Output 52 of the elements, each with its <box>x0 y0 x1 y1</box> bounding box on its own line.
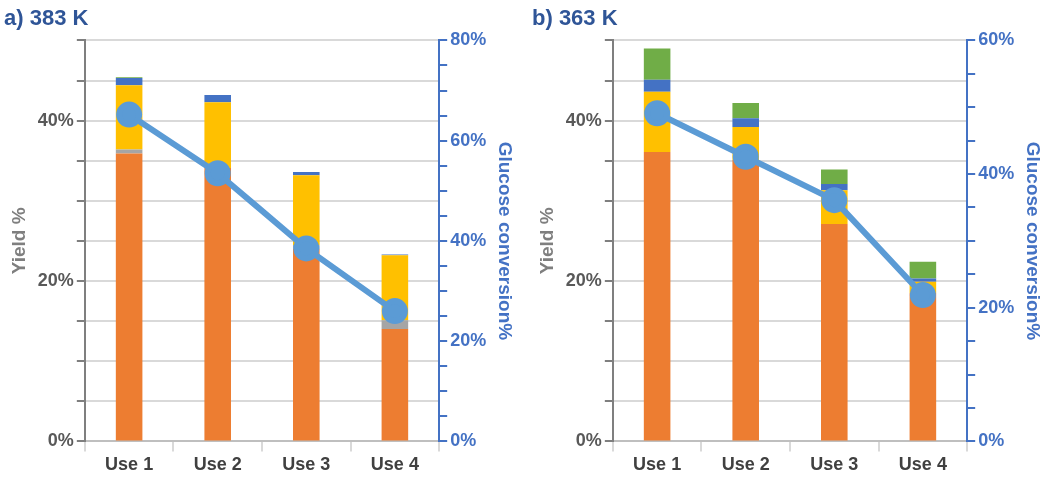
y2-tick-label: 0% <box>450 430 477 451</box>
bar <box>643 79 671 92</box>
y-tick-label: 0% <box>47 430 74 451</box>
bar <box>732 159 759 441</box>
y2-tick-label: 0% <box>978 430 1005 451</box>
y2-axis-title: Glucose conversion% <box>495 141 517 341</box>
bar <box>732 102 759 119</box>
x-tick-label: Use 2 <box>721 454 770 475</box>
y-axis-title: Yield % <box>7 207 29 275</box>
point <box>204 160 231 187</box>
x-tick-label: Use 1 <box>633 454 682 475</box>
point <box>381 298 408 325</box>
bar <box>204 94 231 103</box>
bar <box>381 329 409 441</box>
y-tick-label: 0% <box>575 430 602 451</box>
bar <box>115 149 143 154</box>
x-tick-label: Use 4 <box>370 454 419 475</box>
bar <box>115 78 143 86</box>
bar <box>821 169 848 184</box>
y-axis-title: Yield % <box>535 207 557 275</box>
y2-tick-label: 40% <box>450 229 487 250</box>
point <box>293 235 320 262</box>
bar <box>204 102 231 168</box>
y2-tick-label: 60% <box>978 29 1015 50</box>
bar <box>115 153 143 441</box>
bar <box>643 48 671 80</box>
bar <box>204 167 231 441</box>
y2-tick-label: 20% <box>978 296 1015 317</box>
y2-tick-label: 20% <box>450 330 487 351</box>
x-tick-label: Use 3 <box>810 454 859 475</box>
bar <box>643 151 671 441</box>
x-tick-label: Use 1 <box>105 454 154 475</box>
bar <box>732 118 759 128</box>
y-tick-label: 40% <box>37 109 74 130</box>
y2-tick-label: 80% <box>450 29 487 50</box>
y2-tick-label: 40% <box>978 163 1015 184</box>
bar <box>293 171 320 176</box>
y-tick-label: 40% <box>565 109 602 130</box>
bar <box>821 224 848 441</box>
y-tick-label: 20% <box>565 269 602 290</box>
y-tick-label: 20% <box>37 269 74 290</box>
point <box>732 143 759 170</box>
y2-axis-title: Glucose conversion% <box>1023 141 1045 341</box>
point <box>821 187 848 214</box>
point <box>909 282 936 309</box>
x-tick-label: Use 2 <box>193 454 242 475</box>
x-tick-label: Use 4 <box>898 454 947 475</box>
chart-title: a) 383 K <box>4 5 89 31</box>
x-tick-label: Use 3 <box>282 454 331 475</box>
chart-title: b) 363 K <box>532 5 618 31</box>
y2-tick-label: 60% <box>450 129 487 150</box>
bar <box>909 261 937 279</box>
